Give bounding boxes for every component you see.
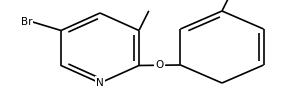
Text: Br: Br: [21, 17, 32, 27]
Text: N: N: [96, 78, 104, 88]
Text: O: O: [156, 60, 164, 70]
